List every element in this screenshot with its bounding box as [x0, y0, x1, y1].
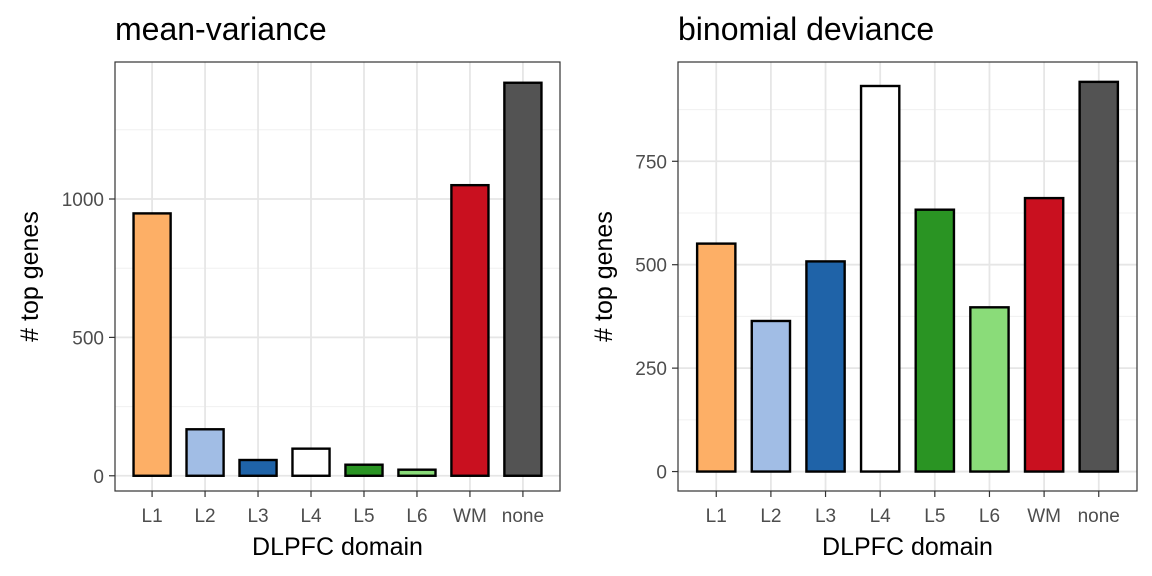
x-tick-label: WM — [1027, 506, 1061, 527]
x-tick-label: L3 — [247, 506, 268, 527]
chart-panel-mean-variance: 0 500 1000 L1 L2 L3 L4 L5 L6 WM none DLPFC domain # … — [16, 11, 561, 561]
bar-l4 — [291, 447, 331, 477]
bars — [695, 80, 1120, 473]
x-tick-label: L6 — [979, 506, 1000, 527]
bar-none — [503, 81, 543, 477]
x-tick-label: L6 — [406, 506, 427, 527]
bar-l1 — [695, 242, 737, 473]
bar-wm — [1023, 196, 1065, 473]
bar-l2 — [185, 428, 225, 477]
y-axis: 0 500 1000 — [62, 190, 115, 488]
x-tick-label: none — [502, 506, 544, 527]
x-tick-label: L5 — [924, 506, 945, 527]
bars — [132, 81, 543, 477]
x-axis-title: DLPFC domain — [822, 533, 993, 561]
x-axis: L1 L2 L3 L4 L5 L6 WM none — [706, 491, 1120, 527]
y-tick-label: 1000 — [62, 190, 104, 211]
bar-l1 — [132, 212, 172, 477]
x-tick-label: L2 — [760, 506, 781, 527]
y-tick-label: 500 — [72, 328, 104, 349]
x-tick-label: L4 — [870, 506, 892, 527]
bar-l5 — [344, 463, 384, 477]
x-tick-label: L2 — [194, 506, 215, 527]
chart-title: binomial deviance — [678, 11, 934, 47]
x-tick-label: L4 — [300, 506, 322, 527]
y-tick-label: 500 — [635, 256, 667, 277]
bar-l5 — [914, 208, 956, 473]
bar-none — [1078, 80, 1120, 473]
bar-wm — [450, 183, 490, 477]
bar-l6 — [397, 468, 437, 477]
chart-title: mean-variance — [115, 11, 327, 47]
bar-l4 — [859, 84, 901, 473]
x-tick-label: none — [1078, 506, 1120, 527]
plot-background — [115, 62, 560, 491]
x-tick-label: L1 — [706, 506, 727, 527]
x-axis: L1 L2 L3 L4 L5 L6 WM none — [142, 491, 544, 527]
plot-border — [677, 61, 1138, 492]
y-tick-label: 0 — [656, 463, 667, 484]
bar-l3 — [238, 458, 278, 477]
x-tick-label: WM — [453, 506, 487, 527]
y-axis-title: # top genes — [16, 211, 44, 342]
y-axis-title: # top genes — [590, 211, 618, 342]
chart-panel-binomial-deviance: 0 250 500 750 L1 L2 L3 L4 L5 L6 WM none DLPFC domain… — [590, 11, 1138, 561]
y-tick-label: 250 — [635, 359, 667, 380]
x-tick-label: L5 — [353, 506, 374, 527]
y-tick-label: 0 — [93, 467, 104, 488]
bar-l2 — [750, 319, 792, 473]
x-axis-title: DLPFC domain — [252, 533, 423, 561]
bar-l6 — [969, 306, 1010, 473]
plot-border — [114, 61, 561, 492]
y-tick-label: 750 — [635, 152, 667, 173]
plot-background — [678, 62, 1137, 491]
x-tick-label: L3 — [815, 506, 836, 527]
x-tick-label: L1 — [142, 506, 163, 527]
bar-l3 — [805, 260, 846, 473]
y-axis: 0 250 500 750 — [635, 152, 678, 484]
